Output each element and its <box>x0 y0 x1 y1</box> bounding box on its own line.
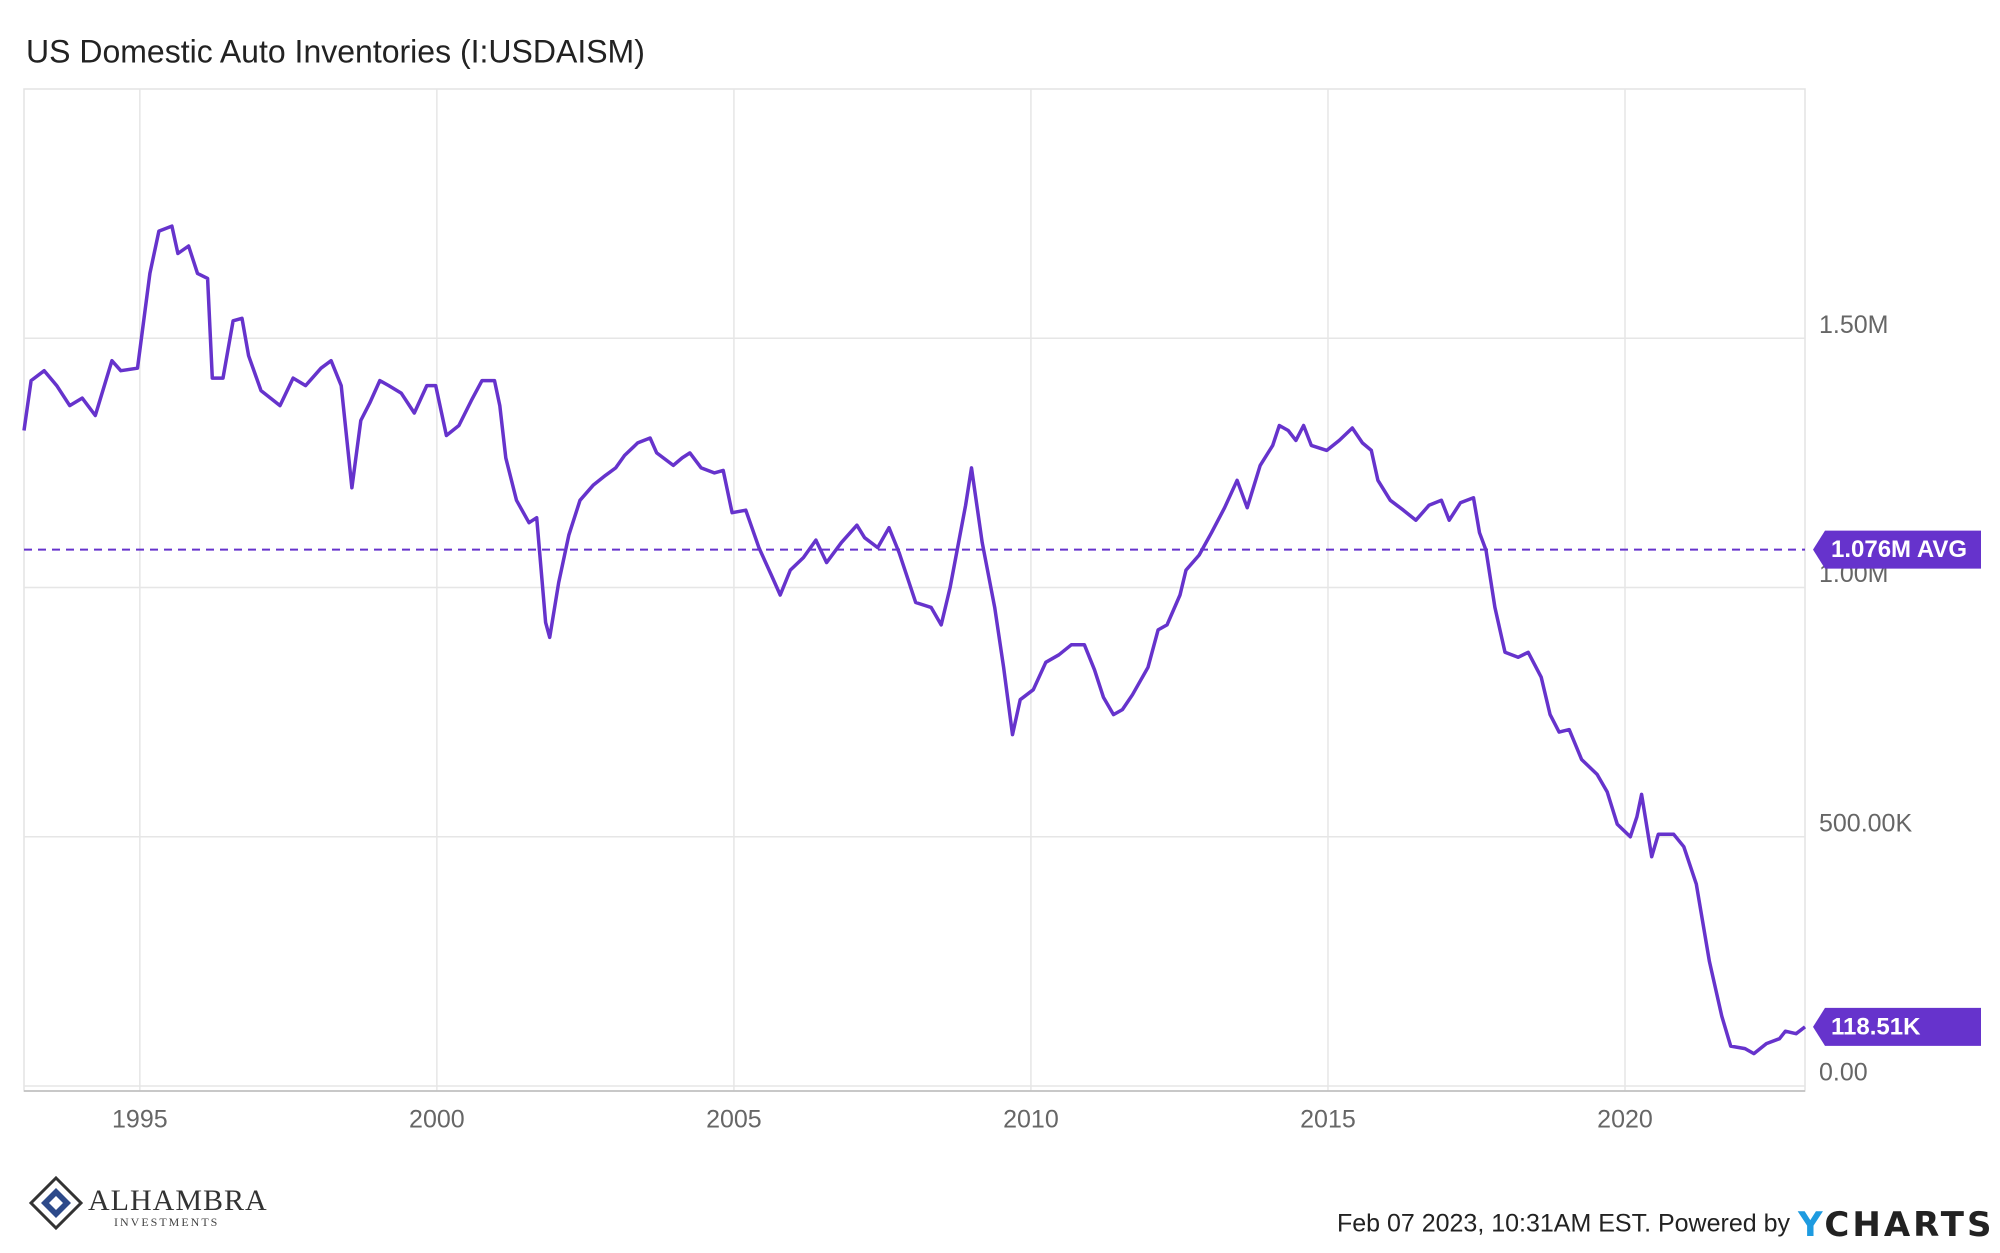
ycharts-logo: YCHARTS <box>1798 1205 1995 1245</box>
x-tick-label: 1995 <box>112 1106 168 1134</box>
plot-frame <box>23 88 1806 1092</box>
timestamp: Feb 07 2023, 10:31AM EST. Powered by <box>1337 1210 1791 1238</box>
average-label: 1.076M AVG <box>1813 530 1981 569</box>
y-tick-label: 500.00K <box>1819 809 1912 837</box>
brand-name: ALHAMBRA <box>88 1184 268 1217</box>
last-value-label: 118.51K <box>1813 1007 1981 1046</box>
last-value-label-box <box>1813 1007 1981 1046</box>
brand-tagline: INVESTMENTS <box>114 1215 219 1229</box>
x-tick-label: 2005 <box>706 1106 762 1134</box>
x-tick-label: 2020 <box>1597 1106 1653 1134</box>
y-tick-label: 1.50M <box>1819 311 1888 339</box>
x-tick-label: 2015 <box>1300 1106 1356 1134</box>
x-tick-label: 2010 <box>1003 1106 1059 1134</box>
average-label-box <box>1813 530 1981 569</box>
average-label-text: 1.076M AVG <box>1831 536 1967 563</box>
data-line <box>22 224 1807 1056</box>
y-tick-label: 0.00 <box>1819 1059 1868 1087</box>
alhambra-logo: ALHAMBRA INVESTMENTS <box>28 1175 268 1231</box>
last-value-label-text: 118.51K <box>1831 1013 1921 1040</box>
x-tick-label: 2000 <box>409 1106 465 1134</box>
chart-title: US Domestic Auto Inventories (I:USDAISM) <box>26 33 645 69</box>
